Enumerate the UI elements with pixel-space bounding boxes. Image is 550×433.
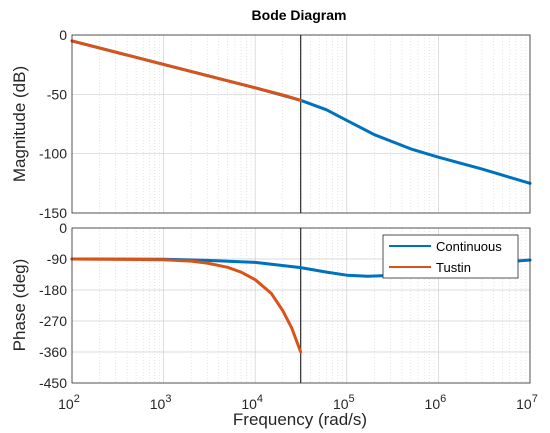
y-tick-label: 0	[59, 220, 67, 236]
chart-title: Bode Diagram	[252, 7, 347, 23]
y-tick-label: 0	[59, 27, 67, 43]
series-line-tustin	[70, 257, 303, 354]
y-tick-label: -50	[47, 86, 67, 102]
y-tick-label: -360	[39, 344, 67, 360]
y-tick-label: -270	[39, 313, 67, 329]
phase-y-ticks: 0 -90 -180 -270 -360 -450	[39, 220, 67, 391]
y-tick-label: -180	[39, 282, 67, 298]
phase-grid	[72, 228, 530, 383]
phase-axes-box	[71, 227, 531, 384]
magnitude-panel: 0 -50 -100 -150 Magnitude (dB)	[10, 27, 532, 221]
magnitude-lines	[70, 35, 532, 213]
legend-continuous-label: Continuous	[436, 239, 502, 254]
legend-tustin-label: Tustin	[436, 260, 471, 275]
y-tick-label: -450	[39, 375, 67, 391]
x-tick-label: 107	[516, 393, 538, 412]
legend-box	[382, 234, 519, 279]
magnitude-axes-box	[71, 34, 531, 214]
y-tick-label: -150	[39, 205, 67, 221]
legend[interactable]: Continuous Tustin	[382, 234, 519, 279]
series-line-tustin	[70, 39, 303, 102]
magnitude-y-ticks: 0 -50 -100 -150	[39, 27, 67, 221]
magnitude-axis-label: Magnitude (dB)	[10, 66, 29, 182]
y-tick-label: -90	[47, 251, 67, 267]
x-tick-label: 103	[150, 393, 172, 412]
x-tick-label: 102	[58, 393, 80, 412]
x-axis-label: Frequency (rad/s)	[233, 410, 367, 429]
x-tick-label: 106	[425, 393, 447, 412]
y-tick-label: -100	[39, 146, 67, 162]
phase-axis-label: Phase (deg)	[10, 259, 29, 352]
